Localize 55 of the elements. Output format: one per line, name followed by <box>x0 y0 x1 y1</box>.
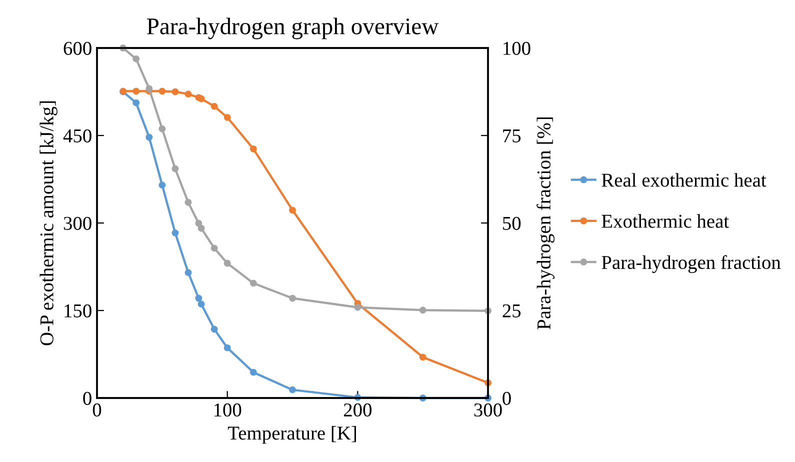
point <box>289 386 296 394</box>
point <box>419 354 426 361</box>
legend-label: Exothermic heat <box>602 214 729 228</box>
y2-axis-title: Para-hydrogen fraction [%] <box>536 118 554 330</box>
point <box>419 306 426 314</box>
point <box>198 224 205 232</box>
point <box>289 294 296 302</box>
point <box>158 182 166 189</box>
point <box>158 125 166 132</box>
x-tick-label: 0 <box>92 403 102 417</box>
point <box>198 95 205 102</box>
y-tick-label: 150 <box>64 304 92 318</box>
x-tick-label: 300 <box>474 403 502 417</box>
y2-tick-label: 25 <box>502 304 521 318</box>
point <box>184 90 192 98</box>
point <box>172 165 179 172</box>
chart-title: Para-hydrogen graph overview <box>146 18 439 40</box>
y-tick-label: 600 <box>64 42 92 55</box>
point <box>184 269 192 276</box>
point <box>250 368 257 376</box>
point <box>132 55 140 62</box>
point <box>210 102 218 110</box>
legend-label: Para-hydrogen fraction <box>602 255 781 274</box>
point <box>250 280 257 287</box>
y2-tick-label: 75 <box>503 130 521 142</box>
point <box>224 260 231 267</box>
point <box>224 114 231 121</box>
y2-tick-label: 50 <box>503 216 521 230</box>
point <box>210 244 218 252</box>
point <box>172 229 179 236</box>
point <box>289 206 296 214</box>
y-axis-title: O-P exothermic amount [kJ/kg] <box>40 101 58 346</box>
point <box>132 88 140 95</box>
point <box>195 294 202 302</box>
y2-tick-label: 100 <box>504 42 530 55</box>
point <box>210 326 218 333</box>
point <box>172 88 179 96</box>
point <box>250 145 257 152</box>
point <box>146 134 153 141</box>
x-tick-label: 200 <box>344 403 372 417</box>
point <box>195 220 202 227</box>
x-axis-title: Temperature [K] <box>228 426 356 444</box>
point <box>354 304 362 311</box>
y-tick-label: 300 <box>64 216 92 230</box>
point <box>198 300 205 308</box>
point <box>224 344 231 352</box>
point <box>146 85 153 92</box>
y-tick-label: 450 <box>63 129 92 142</box>
x-tick-label: 100 <box>214 403 242 417</box>
point <box>132 99 140 106</box>
y2-tick-label: 0 <box>502 392 511 405</box>
point <box>158 88 166 95</box>
y-tick-label: 0 <box>83 392 92 405</box>
legend-label: Real exothermic heat <box>602 173 766 187</box>
point <box>184 198 192 206</box>
